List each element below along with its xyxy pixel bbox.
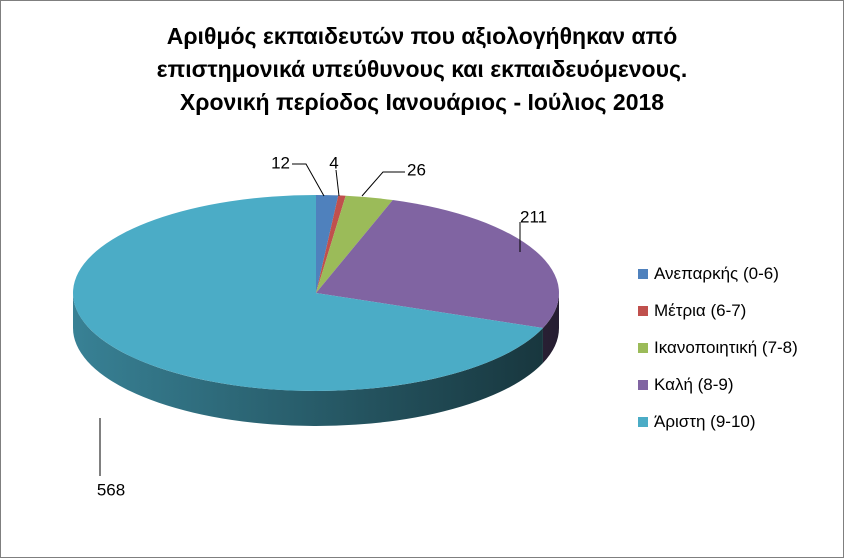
- legend-item-anepar: Ανεπαρκής (0-6): [638, 255, 798, 292]
- legend-label: Άριστη (9-10): [654, 411, 756, 431]
- legend-swatch: [638, 379, 648, 390]
- pie-slice-2: [316, 195, 393, 293]
- legend: Ανεπαρκής (0-6) Μέτρια (6-7) Ικανοποιητι…: [638, 255, 798, 440]
- data-label-3: 211: [520, 207, 547, 226]
- chart-title: Αριθμός εκπαιδευτών που αξιολογήθηκαν απ…: [0, 20, 844, 119]
- legend-label: Καλή (8-9): [654, 374, 734, 394]
- leader-line-0: [292, 163, 325, 197]
- legend-swatch: [638, 342, 648, 353]
- pie-sides: [73, 293, 559, 426]
- label-leaders: [99, 163, 521, 476]
- pie-slice-4: [72, 195, 543, 392]
- legend-item-ikanopoiitiki: Ικανοποιητική (7-8): [638, 329, 798, 366]
- legend-item-metria: Μέτρια (6-7): [638, 292, 798, 329]
- data-label-0: 12: [271, 153, 290, 172]
- pie-slice-0: [316, 195, 339, 293]
- legend-label: Μέτρια (6-7): [654, 300, 747, 320]
- title-line-1: Αριθμός εκπαιδευτών που αξιολογήθηκαν απ…: [166, 23, 678, 49]
- leader-line-1: [335, 169, 340, 197]
- legend-swatch: [638, 305, 648, 316]
- legend-item-kali: Καλή (8-9): [638, 366, 798, 403]
- pie-tops: [72, 195, 559, 392]
- legend-label: Ικανοποιητική (7-8): [654, 337, 798, 357]
- data-label-2: 26: [407, 160, 426, 179]
- title-line-2: επιστημονικά υπεύθυνους και εκπαιδευόμεν…: [156, 56, 688, 82]
- pie-side-4: [73, 293, 543, 426]
- legend-item-aristi: Άριστη (9-10): [638, 403, 798, 440]
- data-labels: 12 4 26 211 568: [97, 153, 547, 499]
- legend-swatch: [638, 268, 648, 279]
- legend-swatch: [638, 416, 648, 427]
- legend-label: Ανεπαρκής (0-6): [654, 263, 779, 283]
- leader-line-2: [361, 171, 405, 197]
- pie-slice-1: [316, 195, 346, 293]
- data-label-1: 4: [329, 153, 338, 172]
- pie-slice-3: [316, 200, 559, 329]
- pie-side-3: [542, 293, 559, 364]
- title-line-3: Χρονική περίοδος Ιανουάριος - Ιούλιος 20…: [179, 89, 665, 115]
- data-label-4: 568: [97, 480, 125, 499]
